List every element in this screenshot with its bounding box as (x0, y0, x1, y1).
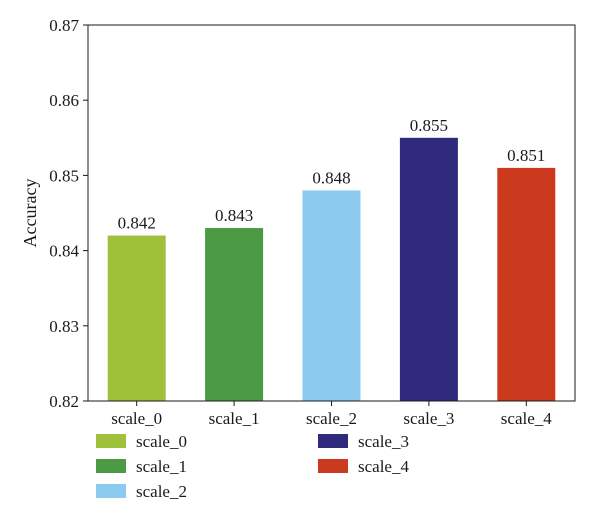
legend-label-scale_1: scale_1 (136, 457, 187, 476)
x-tick-label-scale_3: scale_3 (403, 409, 454, 428)
legend-swatch-scale_1 (96, 459, 126, 473)
bar-scale_4 (497, 167, 556, 401)
x-tick-label-scale_2: scale_2 (306, 409, 357, 428)
bars-layer (107, 137, 556, 402)
data-label-scale_3: 0.855 (410, 116, 448, 135)
data-label-scale_0: 0.842 (118, 214, 156, 233)
y-tick-label: 0.87 (49, 16, 79, 35)
x-tick-label-scale_1: scale_1 (209, 409, 260, 428)
data-label-scale_4: 0.851 (507, 146, 545, 165)
x-axis: scale_0 scale_1 scale_2 scale_3 scale_4 (111, 401, 552, 428)
legend-label-scale_2: scale_2 (136, 482, 187, 501)
legend-swatch-scale_0 (96, 434, 126, 448)
y-tick-label: 0.86 (49, 91, 79, 110)
y-tick-label: 0.82 (49, 392, 79, 411)
data-label-scale_1: 0.843 (215, 206, 253, 225)
y-axis: 0.82 0.83 0.84 0.85 0.86 0.87 (49, 16, 88, 411)
legend-swatch-scale_3 (318, 434, 348, 448)
data-label-scale_2: 0.848 (312, 168, 350, 187)
bar-scale_2 (302, 190, 361, 401)
bar-scale_3 (399, 137, 458, 402)
bar-scale_0 (107, 235, 166, 401)
legend-swatch-scale_4 (318, 459, 348, 473)
y-tick-label: 0.85 (49, 166, 79, 185)
legend-swatch-scale_2 (96, 484, 126, 498)
data-labels-layer: 0.842 0.843 0.848 0.855 0.851 (118, 116, 546, 233)
y-tick-label: 0.83 (49, 317, 79, 336)
x-tick-label-scale_4: scale_4 (501, 409, 552, 428)
legend-label-scale_0: scale_0 (136, 432, 187, 451)
legend-label-scale_4: scale_4 (358, 457, 409, 476)
legend-label-scale_3: scale_3 (358, 432, 409, 451)
y-tick-label: 0.84 (49, 242, 79, 261)
legend: scale_0 scale_1 scale_2 scale_3 scale_4 (96, 432, 409, 501)
y-axis-label: Accuracy (20, 179, 40, 248)
bar-scale_1 (205, 228, 264, 401)
x-tick-label-scale_0: scale_0 (111, 409, 162, 428)
